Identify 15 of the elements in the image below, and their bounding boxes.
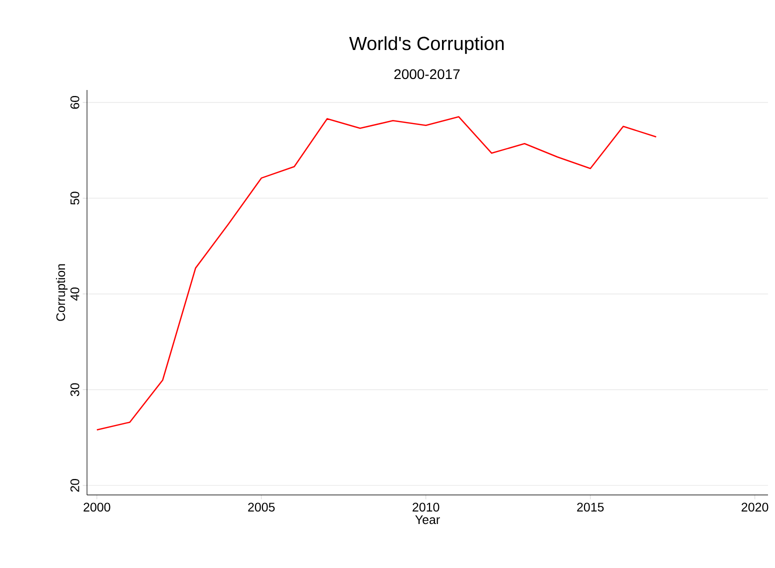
y-tick-label: 60 — [70, 96, 80, 109]
x-axis-title: Year — [415, 515, 440, 524]
y-tick-label: 40 — [70, 287, 80, 301]
y-tick-label: 30 — [70, 383, 80, 396]
x-tick-label: 2000 — [84, 502, 110, 512]
x-tick-label: 2020 — [742, 502, 768, 512]
chart-title: World's Corruption — [349, 36, 504, 54]
x-tick-label: 2005 — [248, 502, 275, 512]
y-axis-title: Corruption — [56, 264, 68, 321]
x-tick-label: 2015 — [577, 502, 604, 512]
y-tick-label: 50 — [70, 192, 80, 205]
chart-subtitle: 2000-2017 — [394, 69, 460, 80]
x-tick-label: 2010 — [412, 502, 440, 512]
line-series — [96, 116, 657, 431]
y-tick-label: 20 — [70, 478, 80, 492]
